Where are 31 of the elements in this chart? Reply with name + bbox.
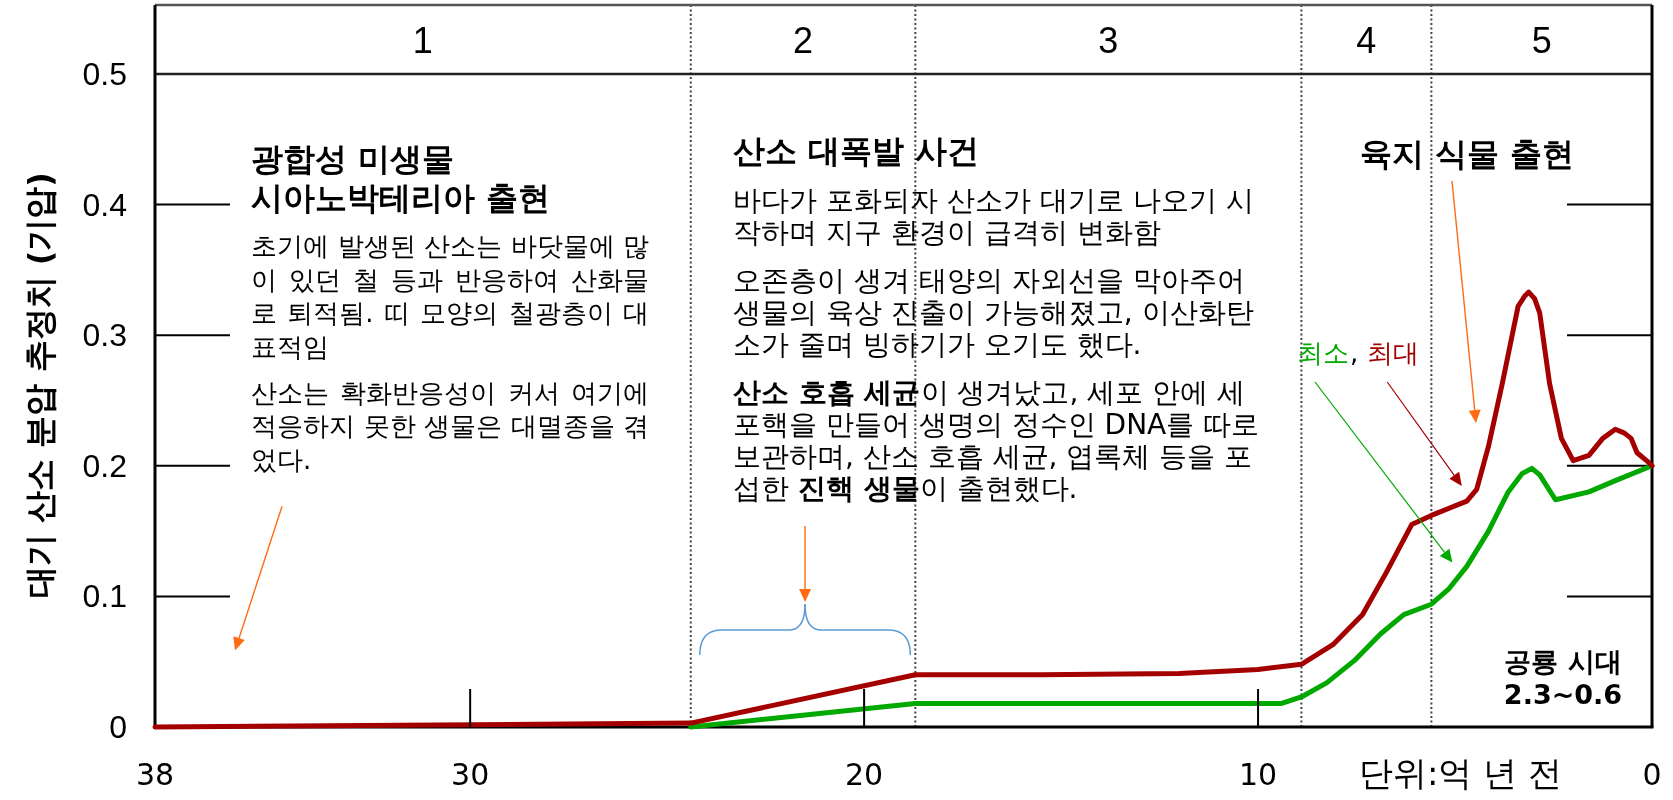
text: 최대 <box>1367 338 1420 368</box>
x-axis-title: 단위:억 년 전 <box>1358 753 1562 793</box>
annotation: 바다가 포화되자 산소가 대기로 나오기 시작하며 지구 환경이 급격히 변화함 <box>733 184 1254 249</box>
x-tick-label: 20 <box>845 757 884 792</box>
y-axis-title: 대기 산소 분압 추정치 (기압) <box>21 172 59 598</box>
text: 4 <box>1356 20 1377 61</box>
annotation: , <box>1350 338 1359 368</box>
x-tick-label: 30 <box>451 757 490 792</box>
y-tick-label: 0.2 <box>82 447 127 484</box>
text: 3 <box>1098 20 1119 61</box>
annotation: 산소는 확화반응성이 커서 여기에 적응하지 못한 생물은 대멸종을 겪었다. <box>251 377 661 475</box>
y-tick-label: 0.3 <box>82 317 127 354</box>
annotation: 산소 호흡 세균이 생겨났고, 세포 안에 세포핵을 만들어 생명의 정수인 DNA를 따로 보관하며, 산소 호흡 세균, 엽록체 등을 포섭한 진핵 생물이 출현했다. <box>733 376 1269 505</box>
x-tick-label: 0 <box>1642 757 1662 792</box>
x-tick-label: 38 <box>135 757 175 792</box>
text: 1 <box>412 20 433 61</box>
annotation: 공룡 시대 <box>1504 646 1622 677</box>
text: 2 <box>793 20 814 61</box>
x-tick-label: 10 <box>1238 757 1278 792</box>
annotation: 육지 식물 출현 <box>1359 135 1575 173</box>
y-tick-label: 0.5 <box>82 56 127 92</box>
annotation: 산소 대폭발 사건 <box>733 132 980 170</box>
y-tick-label: 0 <box>109 709 127 745</box>
annotation: 초기에 발생된 산소는 바닷물에 많이 있던 철 등과 반응하여 산화물로 퇴적됨. 띠 모양의 철광층이 대표적임 <box>251 231 650 362</box>
text: 5 <box>1531 20 1552 61</box>
annotation: 2.3~0.6 <box>1503 679 1623 710</box>
y-tick-label: 0.4 <box>82 186 127 223</box>
annotation: 광합성 미생물 시아노박테리아 출현 <box>251 140 551 217</box>
text: 최소 <box>1297 338 1349 368</box>
y-tick-label: 0.1 <box>82 578 127 615</box>
annotation: 오존층이 생겨 태양의 자외선을 막아주어 생물의 육상 진출이 가능해졌고, 이산화탄소가 줄며 빙하기가 오기도 했다. <box>733 264 1254 361</box>
